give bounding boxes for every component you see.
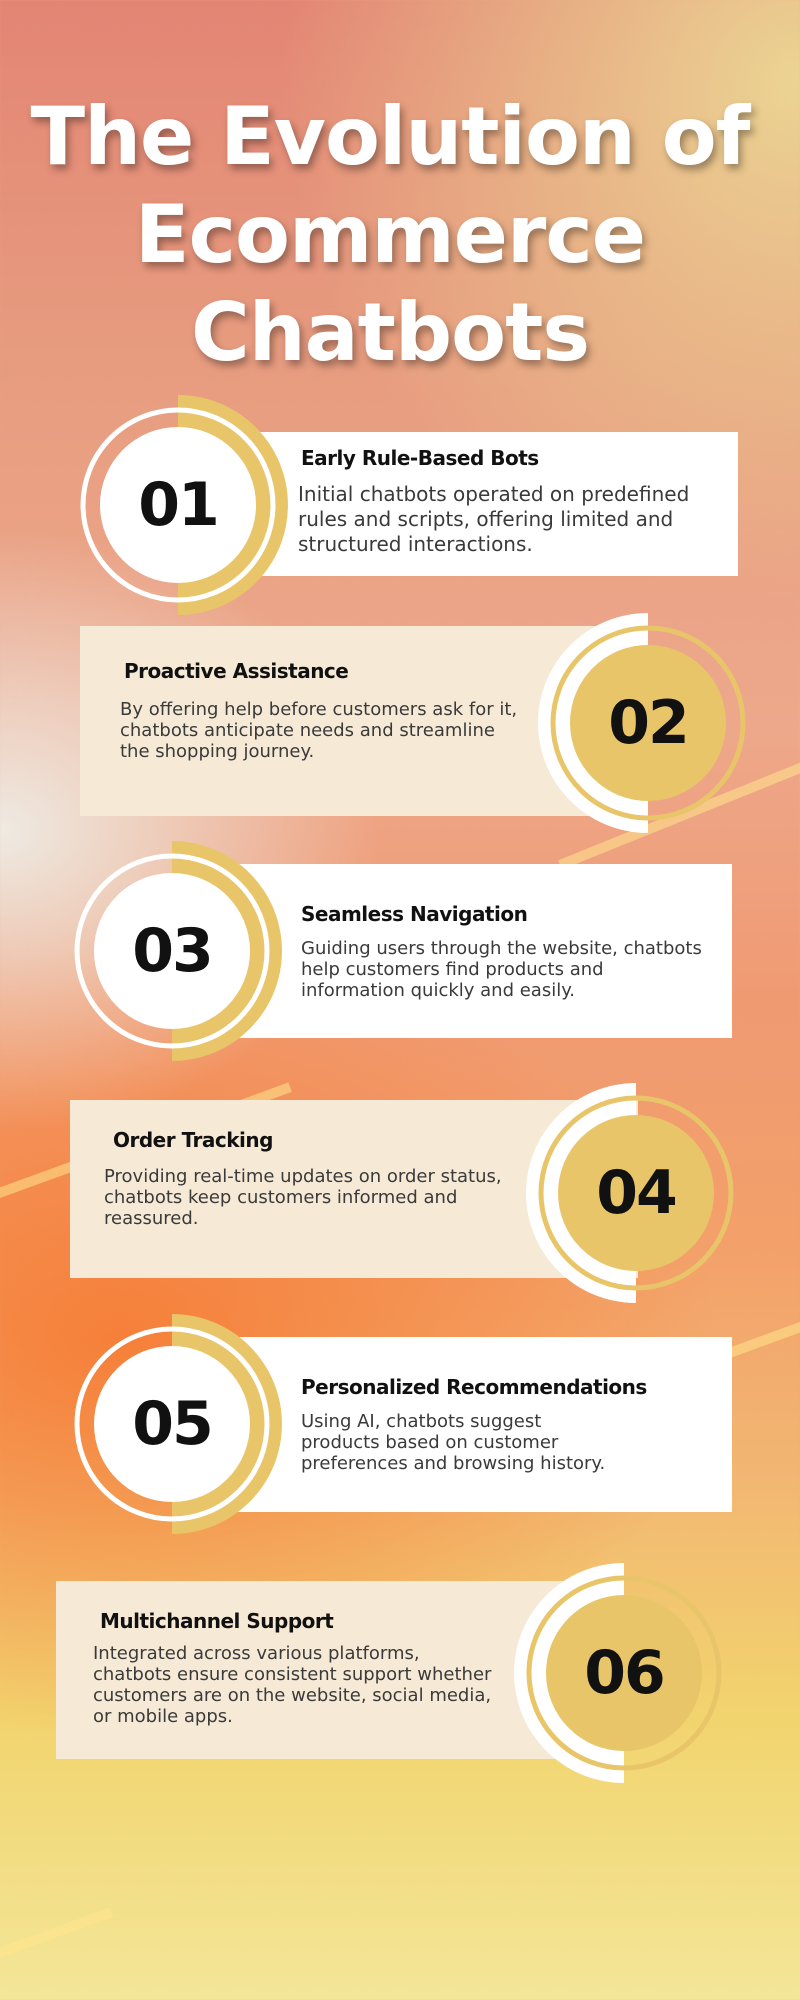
step-badge-5: 05 [62, 1314, 282, 1534]
card-heading: Personalized Recommendations [301, 1375, 647, 1399]
background-streak [0, 1907, 114, 1965]
page-title: The Evolution of Ecommerce Chatbots [0, 88, 780, 382]
badge-rings [74, 1314, 282, 1534]
badge-rings [74, 841, 282, 1061]
badge-rings [526, 1083, 734, 1303]
card-heading: Order Tracking [113, 1128, 273, 1152]
step-badge-1: 01 [68, 395, 288, 615]
card-text: Guiding users through the website, chatb… [301, 938, 702, 1001]
badge-rings [80, 395, 288, 615]
step-badge-3: 03 [62, 841, 282, 1061]
step-number: 05 [132, 1389, 214, 1459]
title-line: Ecommerce [134, 188, 646, 281]
timeline-card-2: Proactive Assistance By offering help be… [80, 626, 648, 816]
card-heading: Multichannel Support [100, 1609, 334, 1633]
card-text: Using AI, chatbots suggest products base… [301, 1411, 606, 1474]
card-heading: Proactive Assistance [124, 659, 349, 683]
step-badge-2: 02 [538, 613, 758, 833]
step-number: 06 [584, 1638, 666, 1708]
title-line: Chatbots [191, 286, 590, 379]
step-number: 02 [608, 688, 690, 758]
card-text: Initial chatbots operated on predefined … [298, 482, 690, 556]
card-heading: Seamless Navigation [301, 902, 528, 926]
card-heading: Early Rule-Based Bots [301, 446, 539, 470]
badge-rings [514, 1563, 722, 1783]
step-number: 03 [132, 916, 214, 986]
step-number: 04 [596, 1158, 678, 1228]
step-number: 01 [138, 470, 220, 540]
step-badge-6: 06 [514, 1563, 734, 1783]
step-badge-4: 04 [526, 1083, 746, 1303]
card-text: Providing real-time updates on order sta… [104, 1166, 502, 1229]
timeline-card-5: Personalized Recommendations Using AI, c… [215, 1337, 732, 1512]
title-line: The Evolution of [30, 90, 751, 183]
timeline-card-1: Early Rule-Based Bots Initial chatbots o… [220, 432, 738, 576]
card-text: By offering help before customers ask fo… [120, 699, 518, 762]
card-text: Integrated across various platforms, cha… [93, 1643, 492, 1727]
badge-rings [538, 613, 746, 833]
timeline-card-3: Seamless Navigation Guiding users throug… [215, 864, 732, 1038]
